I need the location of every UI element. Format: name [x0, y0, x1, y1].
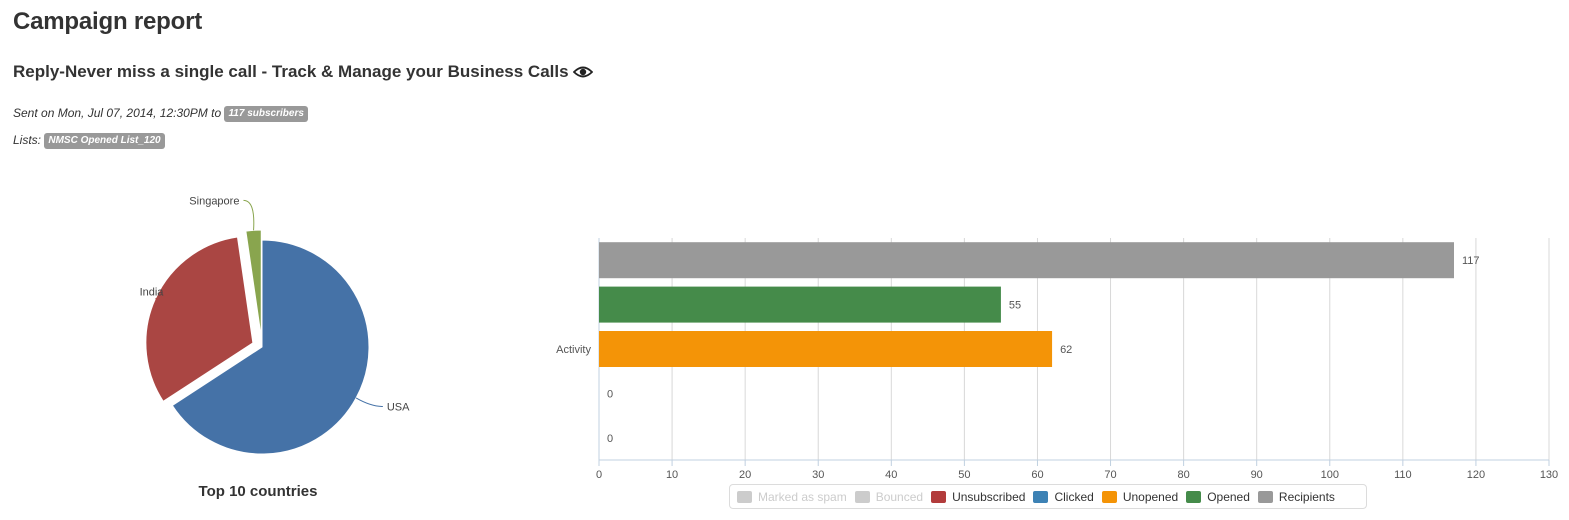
pie-connector-usa [355, 397, 383, 408]
list-badge[interactable]: NMSC Opened List_120 [44, 133, 165, 149]
bar-recipients[interactable] [599, 242, 1454, 279]
x-tick-label: 60 [1031, 469, 1043, 481]
x-tick-label: 40 [885, 469, 897, 481]
x-tick-label: 130 [1540, 469, 1558, 481]
x-tick-label: 110 [1394, 469, 1412, 481]
legend-label: Marked as spam [758, 489, 847, 504]
x-tick-label: 30 [812, 469, 824, 481]
lists-info: Lists: NMSC Opened List_120 [13, 133, 165, 149]
subscribers-badge[interactable]: 117 subscribers [224, 106, 308, 122]
legend-item-unsubscribed[interactable]: Unsubscribed [931, 490, 1025, 504]
bar-opened[interactable] [599, 286, 1001, 323]
legend-swatch [1101, 490, 1117, 503]
legend-item-recipients[interactable]: Recipients [1257, 489, 1335, 504]
x-tick-label: 0 [596, 469, 602, 481]
legend-swatch [854, 490, 870, 503]
legend-item-opened[interactable]: Opened [1186, 490, 1250, 504]
campaign-name: Reply-Never miss a single call - Track &… [13, 62, 593, 84]
legend-label: Clicked [1054, 489, 1094, 504]
pie-label-usa: USA [387, 402, 410, 414]
pie-label-india: India [140, 286, 165, 298]
data-label-unopened: 62 [1060, 344, 1072, 356]
data-label-recipients: 117 [1462, 255, 1480, 267]
y-category-label: Activity [556, 344, 591, 356]
legend-label: Bounced [875, 489, 924, 504]
countries-pie-chart: USA India Singapore Top 10 countries [140, 195, 411, 500]
legend-swatch [1257, 490, 1273, 503]
x-tick-label: 80 [1177, 469, 1189, 481]
pie-connector-india [155, 290, 172, 300]
eye-icon[interactable] [572, 64, 593, 84]
x-tick-label: 50 [958, 469, 970, 481]
bar-unopened[interactable] [599, 331, 1053, 367]
legend-swatch [1033, 490, 1049, 503]
chart-legend: Marked as spam Bounced Unsubscribed Clicked… [729, 484, 1367, 509]
pie-title: Top 10 countries [199, 483, 318, 500]
pie-label-singapore: Singapore [189, 195, 239, 207]
x-tick-label: 20 [739, 469, 751, 481]
legend-label: Recipients [1278, 489, 1335, 504]
sent-info: Sent on Mon, Jul 07, 2014, 12:30PM to 11… [13, 106, 308, 122]
data-label-clicked: 0 [607, 388, 613, 400]
legend-item-clicked[interactable]: Clicked [1033, 489, 1094, 504]
sent-text: Sent on Mon, Jul 07, 2014, 12:30PM to [13, 106, 222, 120]
legend-item-marked-as-spam[interactable]: Marked as spam [737, 490, 847, 504]
page-title: Campaign report [13, 8, 203, 35]
x-tick-label: 100 [1321, 469, 1339, 481]
x-tick-label: 70 [1104, 469, 1116, 481]
activity-bar-chart: 117 55 62 0 0 0 10 20 30 40 50 60 70 80 90 100 110 120 13… [556, 238, 1558, 481]
lists-label: Lists: [13, 133, 42, 147]
data-label-opened: 55 [1009, 300, 1021, 312]
legend-label: Unopened [1122, 489, 1179, 504]
legend-item-bounced[interactable]: Bounced [854, 489, 924, 504]
x-tick-label: 10 [666, 469, 678, 481]
legend-item-unopened[interactable]: Unopened [1101, 489, 1179, 504]
legend-swatch [931, 490, 947, 503]
x-tick-label: 90 [1251, 469, 1263, 481]
legend-label: Unsubscribed [952, 489, 1026, 504]
campaign-name-text: Reply-Never miss a single call - Track &… [13, 62, 569, 81]
legend-label: Opened [1207, 489, 1250, 504]
legend-swatch [1186, 490, 1202, 503]
data-label-unsubscribed: 0 [607, 433, 613, 445]
legend-swatch [737, 490, 752, 503]
x-tick-label: 120 [1467, 469, 1485, 481]
pie-connector-singapore [243, 199, 255, 231]
